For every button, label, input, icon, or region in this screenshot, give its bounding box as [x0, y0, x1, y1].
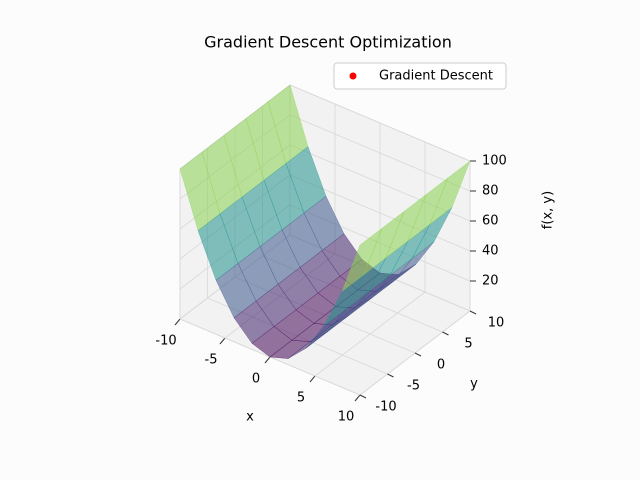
legend-marker — [349, 72, 357, 80]
x-tick-label: 5 — [297, 391, 305, 406]
tick-mark — [219, 337, 226, 345]
tick-mark — [359, 394, 367, 399]
x-tick-label: 0 — [252, 372, 260, 387]
z-tick-label: 100 — [482, 154, 507, 169]
y-tick-label: 0 — [437, 358, 445, 373]
chart-title: Gradient Descent Optimization — [204, 33, 452, 52]
tick-mark — [309, 375, 316, 383]
x-tick-label: -10 — [155, 334, 176, 349]
y-axis-label: y — [470, 377, 478, 392]
x-tick-label: 10 — [338, 410, 355, 425]
x-axis-label: x — [246, 410, 254, 425]
y-tick-label: -5 — [407, 379, 420, 394]
tick-mark — [264, 356, 271, 364]
tick-mark — [414, 352, 422, 357]
y-tick-label: 10 — [488, 316, 505, 331]
grid-line — [289, 84, 471, 162]
z-tick-label: 20 — [482, 274, 499, 289]
tick-mark — [469, 310, 477, 315]
z-axis-label: f(x, y) — [541, 191, 556, 229]
z-tick-label: 60 — [482, 214, 499, 229]
z-tick-label: 40 — [482, 244, 499, 259]
legend: Gradient Descent — [333, 62, 507, 90]
y-tick-label: 5 — [464, 337, 472, 352]
surface-patch — [341, 227, 383, 293]
z-tick-label: 80 — [482, 184, 499, 199]
tick-mark — [442, 331, 449, 336]
x-tick-label: -5 — [205, 353, 218, 368]
legend-label: Gradient Descent — [379, 69, 493, 84]
tick-mark — [354, 394, 361, 402]
legend-box — [333, 62, 507, 90]
grid-line — [289, 114, 471, 192]
tick-mark — [387, 373, 394, 378]
tick-mark — [174, 318, 181, 326]
y-tick-label: -10 — [375, 400, 396, 415]
